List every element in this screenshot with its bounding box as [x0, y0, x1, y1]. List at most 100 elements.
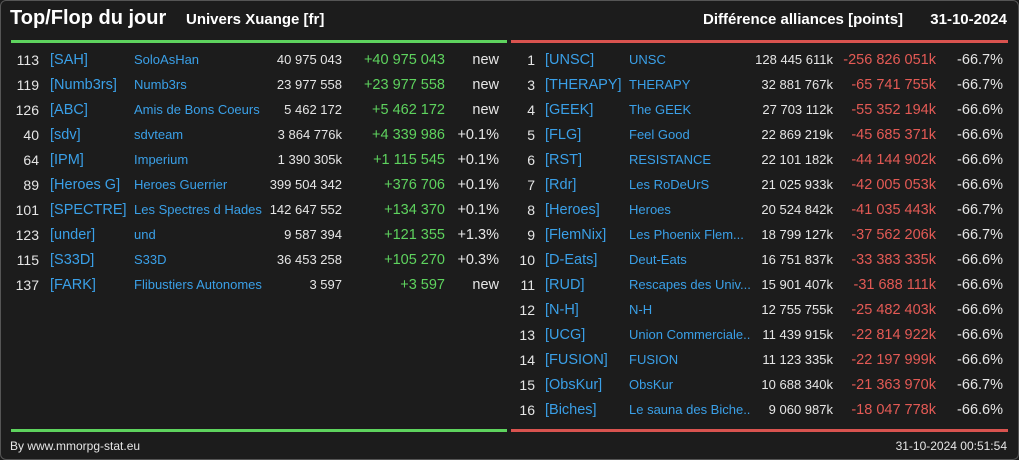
top-accent-bar-bottom — [11, 429, 507, 432]
alliance-tag-link[interactable]: [SPECTRE] — [50, 202, 127, 218]
diff-cell: -65 741 755k — [851, 77, 936, 93]
percent-cell: new — [472, 277, 499, 293]
alliance-tag-link[interactable]: [SAH] — [50, 52, 88, 68]
alliance-name-link[interactable]: Heroes Guerrier — [134, 177, 228, 192]
alliance-name-link[interactable]: UNSC — [629, 52, 666, 67]
alliance-tag-link[interactable]: [FlemNix] — [545, 227, 607, 243]
alliance-name-link[interactable]: N-H — [629, 302, 653, 317]
alliance-name-link[interactable]: Les Phoenix Flem... — [629, 227, 744, 242]
alliance-name-link[interactable]: THERAPY — [629, 77, 691, 92]
table-row: 9 [FlemNix] Les Phoenix Flem... 18 799 127k… — [511, 223, 1008, 248]
points-cell: 12 755 755k — [761, 302, 833, 317]
rank-cell: 15 — [519, 377, 535, 393]
diff-cell: -45 685 371k — [851, 127, 936, 143]
timestamp-label: 31-10-2024 00:51:54 — [895, 439, 1007, 453]
table-row: 5 [FLG] Feel Good 22 869 219k -45 685 371k -6… — [511, 123, 1008, 148]
alliance-tag-link[interactable]: [UCG] — [545, 327, 586, 343]
percent-cell: -66.6% — [957, 352, 1003, 368]
alliance-tag-link[interactable]: [Numb3rs] — [50, 77, 117, 93]
rank-cell: 64 — [23, 152, 39, 168]
alliance-name-link[interactable]: Le sauna des Biche... — [629, 402, 751, 417]
header: Top/Flop du jour Univers Xuange [fr] Dif… — [0, 0, 1019, 38]
alliance-name-link[interactable]: S33D — [134, 252, 167, 267]
percent-cell: -66.7% — [957, 52, 1003, 68]
alliance-name-link[interactable]: Numb3rs — [134, 77, 187, 92]
top-list: 113 [SAH] SoloAsHan 40 975 043 +40 975 043 ne… — [11, 48, 507, 298]
alliance-tag-link[interactable]: [THERAPY] — [545, 77, 622, 93]
table-row: 14 [FUSION] FUSION 11 123 335k -22 197 999k -… — [511, 348, 1008, 373]
percent-cell: +1.3% — [457, 227, 499, 243]
alliance-tag-link[interactable]: [ObsKur] — [545, 377, 603, 393]
table-row: 6 [RST] RESISTANCE 22 101 182k -44 144 902k -… — [511, 148, 1008, 173]
points-cell: 20 524 842k — [761, 202, 833, 217]
table-row: 137 [FARK] Flibustiers Autonomes 3 597 +3 59… — [11, 273, 507, 298]
rank-cell: 5 — [527, 127, 535, 143]
alliance-name-link[interactable]: SoloAsHan — [134, 52, 200, 67]
alliance-name-link[interactable]: ObsKur — [629, 377, 674, 392]
credit-link[interactable]: By www.mmorpg-stat.eu — [10, 439, 141, 453]
alliance-name-link[interactable]: Les Spectres d Hades — [134, 202, 262, 217]
percent-cell: +0.1% — [457, 152, 499, 168]
alliance-tag-link[interactable]: [N-H] — [545, 302, 579, 318]
percent-cell: new — [472, 77, 499, 93]
alliance-name-link[interactable]: Amis de Bons Coeurs — [134, 102, 260, 117]
alliance-tag-link[interactable]: [UNSC] — [545, 52, 595, 68]
alliance-tag-link[interactable]: [IPM] — [50, 152, 84, 168]
diff-cell: -25 482 403k — [851, 302, 936, 318]
points-cell: 11 439 915k — [762, 327, 833, 342]
points-cell: 32 881 767k — [761, 77, 833, 92]
rank-cell: 119 — [16, 77, 39, 93]
alliance-name-link[interactable]: Flibustiers Autonomes — [134, 277, 262, 292]
alliance-tag-link[interactable]: [RUD] — [545, 277, 585, 293]
percent-cell: -66.7% — [957, 377, 1003, 393]
alliance-tag-link[interactable]: [Rdr] — [545, 177, 577, 193]
alliance-name-link[interactable]: und — [134, 227, 156, 242]
table-row: 119 [Numb3rs] Numb3rs 23 977 558 +23 977 558… — [11, 73, 507, 98]
alliance-tag-link[interactable]: [RST] — [545, 152, 583, 168]
rank-cell: 14 — [519, 352, 535, 368]
percent-cell: new — [472, 52, 499, 68]
subtitle-label: Différence alliances [points] — [703, 11, 904, 28]
alliance-tag-link[interactable]: [Biches] — [545, 402, 597, 418]
percent-cell: -66.6% — [957, 177, 1003, 193]
rank-cell: 113 — [16, 52, 39, 68]
points-cell: 3 597 — [309, 277, 342, 292]
alliance-name-link[interactable]: RESISTANCE — [629, 152, 712, 167]
alliance-tag-link[interactable]: [FLG] — [545, 127, 582, 143]
alliance-name-link[interactable]: Deut-Eats — [629, 252, 687, 267]
table-row: 40 [sdv] sdvteam 3 864 776k +4 339 986 +0.1% — [11, 123, 507, 148]
percent-cell: +0.1% — [457, 177, 499, 193]
alliance-name-link[interactable]: Feel Good — [629, 127, 690, 142]
alliance-name-link[interactable]: Heroes — [629, 202, 671, 217]
alliance-tag-link[interactable]: [sdv] — [50, 127, 81, 143]
percent-cell: -66.6% — [957, 277, 1003, 293]
alliance-name-link[interactable]: The GEEK — [629, 102, 692, 117]
diff-cell: +121 355 — [384, 227, 445, 243]
alliance-tag-link[interactable]: [GEEK] — [545, 102, 594, 118]
alliance-tag-link[interactable]: [Heroes G] — [50, 177, 121, 193]
alliance-tag-link[interactable]: [FUSION] — [545, 352, 608, 368]
flop-accent-bar — [511, 40, 1008, 43]
alliance-tag-link[interactable]: [FARK] — [50, 277, 96, 293]
alliance-name-link[interactable]: sdvteam — [134, 127, 184, 142]
alliance-name-link[interactable]: Union Commerciale... — [629, 327, 751, 342]
alliance-tag-link[interactable]: [Heroes] — [545, 202, 600, 218]
points-cell: 142 647 552 — [269, 202, 342, 217]
alliance-name-link[interactable]: Rescapes des Univ... — [629, 277, 751, 292]
alliance-tag-link[interactable]: [ABC] — [50, 102, 88, 118]
alliance-name-link[interactable]: Les RoDeUrS — [629, 177, 710, 192]
flop-list: 1 [UNSC] UNSC 128 445 611k -256 826 051k -66.… — [511, 48, 1008, 423]
points-cell: 11 123 335k — [762, 352, 833, 367]
percent-cell: new — [472, 102, 499, 118]
percent-cell: +0.1% — [457, 127, 499, 143]
diff-cell: -42 005 053k — [851, 177, 936, 193]
alliance-tag-link[interactable]: [S33D] — [50, 252, 95, 268]
alliance-name-link[interactable]: Imperium — [134, 152, 189, 167]
points-cell: 22 101 182k — [761, 152, 833, 167]
diff-cell: -256 826 051k — [843, 52, 936, 68]
alliance-name-link[interactable]: FUSION — [629, 352, 679, 367]
alliance-tag-link[interactable]: [under] — [50, 227, 96, 243]
percent-cell: -66.6% — [957, 327, 1003, 343]
alliance-tag-link[interactable]: [D-Eats] — [545, 252, 598, 268]
percent-cell: +0.3% — [457, 252, 499, 268]
